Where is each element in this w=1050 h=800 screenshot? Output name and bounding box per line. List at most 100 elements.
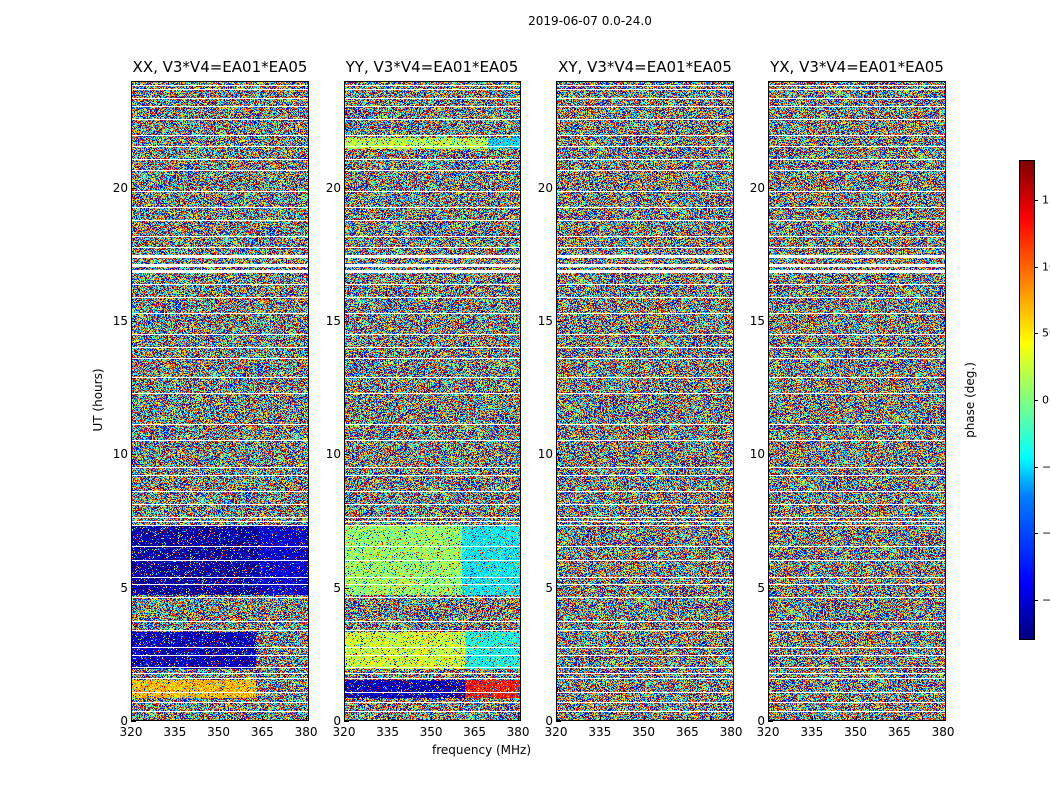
x-tick-label-yy: 320 [332,725,356,739]
x-tick-mark-yx [899,716,901,721]
y-tick-mark-xy [556,321,561,322]
x-tick-label-yy: 350 [419,725,443,739]
y-tick-label-xx: 0 [120,714,128,728]
x-tick-label-yy: 335 [376,725,399,739]
colorbar-tick-label: 150 [1042,193,1050,207]
y-tick-mark-xy [556,187,561,189]
x-tick-mark-xy [731,716,733,721]
x-tick-label-xy: 380 [719,725,743,739]
y-tick-mark-yy [344,587,349,589]
panel-title-yx: YX, V3*V4=EA01*EA05 [770,58,944,76]
y-tick-mark-yx [768,187,773,189]
x-tick-mark-yy [474,716,476,721]
colorbar-tick-mark [1034,600,1038,601]
x-tick-label-xx: 380 [294,725,318,739]
x-tick-label-xy: 350 [632,725,655,739]
panel-title-xy: XY, V3*V4=EA01*EA05 [558,58,732,76]
colorbar-tick-label: 50 [1042,326,1050,340]
y-tick-mark-xx [131,454,136,456]
colorbar-tick-mark [1034,533,1038,535]
figure-title: 2019-06-07 0.0-24.0 [528,14,652,28]
x-tick-mark-xy [643,716,645,721]
x-tick-mark-xy [599,716,601,721]
x-tick-mark-yy [387,716,389,721]
colorbar-tick-mark [1034,200,1038,201]
y-tick-label-xx: 20 [112,180,128,195]
colorbar-tick-mark [1034,333,1038,335]
y-tick-label-xx: 5 [120,580,128,595]
x-tick-label-xy: 365 [675,725,699,739]
y-tick-mark-xy [556,721,561,722]
x-tick-label-xx: 320 [119,725,143,739]
y-tick-mark-xx [131,587,136,589]
colorbar-tick-mark [1034,266,1038,268]
x-tick-mark-yx [855,716,857,721]
colorbar-tick-mark [1034,466,1038,468]
y-tick-mark-xx [131,721,136,722]
x-tick-label-xy: 320 [544,725,568,739]
x-tick-mark-yy [344,716,345,721]
x-tick-label-yx: 335 [800,725,824,739]
y-tick-mark-xx [131,187,136,189]
y-tick-label-yx: 0 [757,714,765,728]
x-tick-label-xx: 350 [207,725,230,739]
x-tick-mark-yx [811,716,813,721]
x-tick-label-yx: 380 [931,725,955,739]
y-tick-mark-xy [556,454,561,456]
colorbar-tick-label: −100 [1042,526,1050,540]
y-tick-mark-yy [344,321,349,322]
y-tick-mark-yy [344,454,349,456]
y-tick-label-xx: 15 [112,314,128,328]
colorbar-tick-label: −150 [1042,593,1050,607]
x-tick-mark-xx [131,716,132,721]
y-tick-mark-yy [344,721,349,722]
x-tick-mark-xx [262,716,264,721]
y-tick-mark-yx [768,454,773,456]
x-tick-label-xx: 335 [163,725,187,739]
y-tick-label-yx: 5 [757,580,765,595]
y-tick-label-xy: 20 [537,180,553,195]
y-tick-label-yy: 10 [325,447,341,462]
y-tick-label-xy: 10 [537,447,553,462]
y-tick-mark-xx [131,321,136,322]
y-tick-label-yx: 15 [749,314,765,328]
y-tick-label-xy: 15 [537,314,553,328]
y-tick-label-yy: 15 [325,314,341,328]
y-tick-mark-yx [768,721,773,722]
x-tick-label-yx: 365 [887,725,911,739]
colorbar-label: phase (deg.) [963,362,977,438]
y-tick-mark-yx [768,587,773,589]
y-axis-label: UT (hours) [91,368,105,432]
y-tick-label-yy: 20 [325,180,341,195]
x-tick-mark-xx [218,716,220,721]
y-tick-mark-yy [344,187,349,189]
x-tick-mark-xy [687,716,689,721]
x-tick-mark-xx [306,716,308,721]
heatmap-panel-xx [131,81,309,721]
y-tick-label-yy: 5 [333,580,341,595]
y-tick-label-xy: 0 [545,714,553,728]
colorbar-tick-label: 0 [1042,393,1049,407]
x-tick-mark-xx [174,716,176,721]
y-tick-label-xx: 10 [112,447,128,462]
x-tick-label-yy: 380 [506,725,530,739]
panel-title-xx: XX, V3*V4=EA01*EA05 [132,58,308,76]
heatmap-panel-xy [556,81,734,721]
y-tick-mark-xy [556,587,561,589]
y-tick-label-yy: 0 [333,714,341,728]
x-tick-mark-xy [556,716,557,721]
x-tick-mark-yx [943,716,945,721]
colorbar-tick-label: 100 [1042,260,1050,274]
x-tick-label-yx: 350 [844,725,867,739]
x-tick-label-xy: 335 [588,725,612,739]
heatmap-panel-yy [344,81,521,721]
x-axis-label: frequency (MHz) [432,743,532,757]
y-tick-label-xy: 5 [545,580,553,595]
x-tick-label-xx: 365 [250,725,274,739]
y-tick-label-yx: 20 [749,180,765,195]
panel-title-yy: YY, V3*V4=EA01*EA05 [345,58,519,76]
colorbar [1019,160,1035,640]
x-tick-label-yy: 365 [463,725,487,739]
colorbar-tick-label: −50 [1042,460,1050,474]
